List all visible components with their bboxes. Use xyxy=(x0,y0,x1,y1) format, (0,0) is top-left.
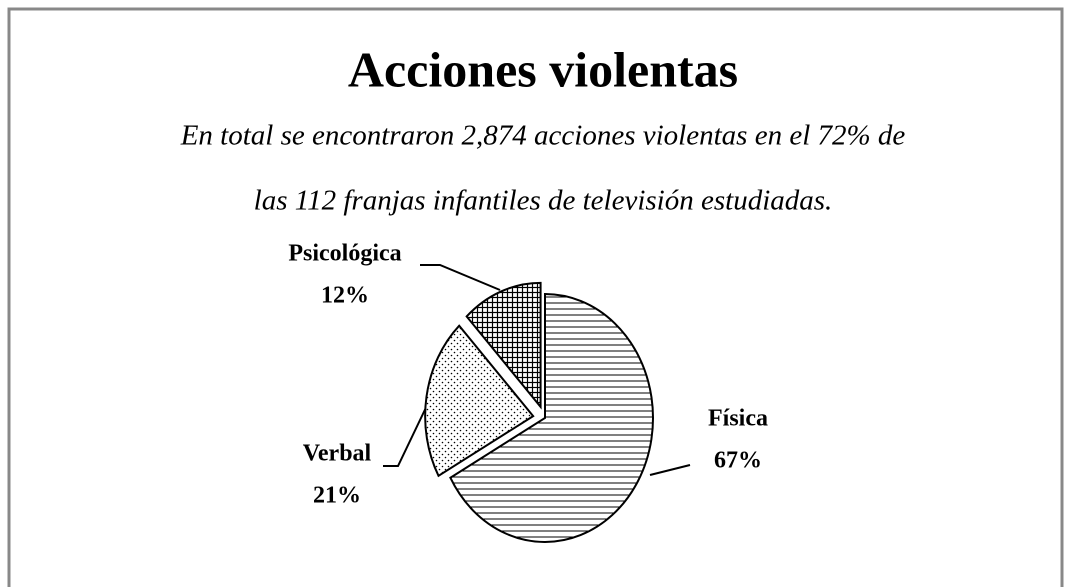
leader-line xyxy=(383,394,433,467)
slice-value-label: 67% xyxy=(714,448,762,474)
slice-value-label: 12% xyxy=(321,283,369,309)
pie-slice xyxy=(424,324,535,478)
pie-slice xyxy=(465,281,542,410)
slice-label: Psicológica xyxy=(288,241,401,267)
leader-line xyxy=(649,464,691,476)
pie-slice xyxy=(449,292,654,543)
chart-title: Acciones violentas xyxy=(348,41,738,97)
slice-label: Física xyxy=(708,406,768,432)
slice-value-label: 21% xyxy=(313,483,361,509)
leader-line xyxy=(420,264,501,291)
subtitle: las 112 franjas infantiles de televisión… xyxy=(254,185,833,217)
frame xyxy=(7,7,1064,587)
subtitle: En total se encontraron 2,874 acciones v… xyxy=(180,120,906,152)
slice-label: Verbal xyxy=(303,441,372,467)
